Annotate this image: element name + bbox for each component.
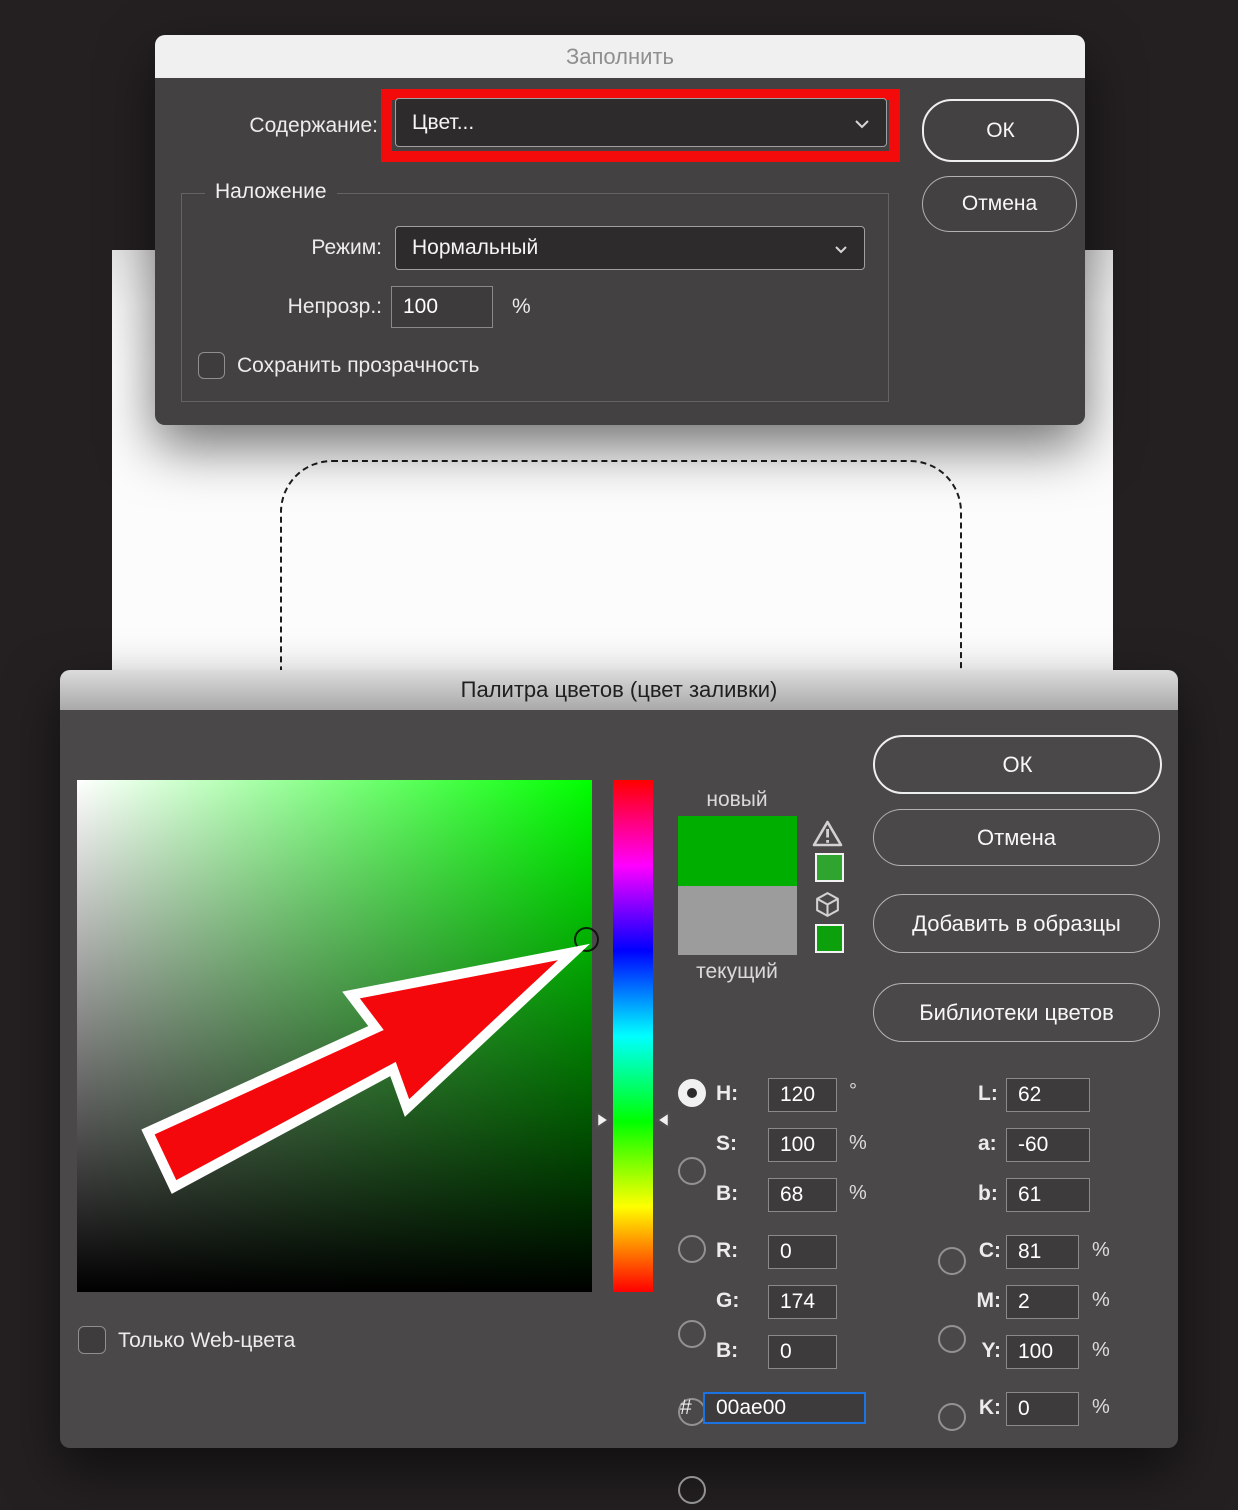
radio-lab-b[interactable] [938,1403,966,1431]
web-safe-cube-icon[interactable] [813,890,842,919]
b2-label: B: [716,1339,739,1362]
hue-slider[interactable] [613,780,653,1292]
lab-b-field[interactable]: 61 [1006,1178,1090,1212]
opacity-label: Непрозр.: [287,295,382,318]
blending-group [181,193,889,402]
color-picker-dialog: Палитра цветов (цвет заливки) новый теку… [60,670,1178,1504]
fill-dialog-title: Заполнить [155,35,1085,78]
picker-cancel-button[interactable]: Отмена [873,809,1160,866]
add-to-swatches-button[interactable]: Добавить в образцы [873,894,1160,953]
a-field[interactable]: -60 [1006,1128,1090,1162]
b2-field[interactable]: 0 [768,1335,837,1369]
g-field[interactable]: 174 [768,1285,837,1319]
b-label: B: [716,1182,739,1205]
h-field[interactable]: 120 [768,1078,837,1112]
m-field[interactable]: 2 [1006,1285,1079,1319]
mode-label: Режим: [311,236,382,259]
current-color-swatch[interactable] [678,886,797,955]
hue-handle-right-icon[interactable] [653,1108,673,1132]
hex-prefix: # [680,1396,692,1419]
ok-button[interactable]: ОК [922,99,1079,162]
new-color-label: новый [706,788,768,811]
chevron-down-icon [834,236,848,260]
web-safe-swatch[interactable] [815,924,844,953]
radio-h[interactable] [678,1079,706,1107]
hex-input[interactable]: 00ae00 [703,1392,866,1424]
new-color-swatch [678,816,797,886]
k-field[interactable]: 0 [1006,1392,1079,1426]
chevron-down-icon [854,111,870,135]
a-label: a: [978,1132,997,1155]
g-label: G: [716,1289,740,1312]
mode-dropdown[interactable]: Нормальный [395,226,865,270]
cancel-button[interactable]: Отмена [922,176,1077,232]
preserve-transparency-checkbox[interactable] [198,352,225,379]
b-unit: % [849,1182,867,1204]
color-libraries-button[interactable]: Библиотеки цветов [873,983,1160,1042]
picker-ok-button[interactable]: ОК [873,735,1162,794]
y-unit: % [1092,1339,1110,1361]
m-unit: % [1092,1289,1110,1311]
l-label: L: [978,1082,998,1105]
color-field-marker[interactable] [574,927,599,952]
contents-label: Содержание: [249,114,378,137]
radio-b2[interactable] [678,1476,706,1504]
preserve-transparency-label: Сохранить прозрачность [237,354,480,377]
s-field[interactable]: 100 [768,1128,837,1162]
color-field[interactable] [77,780,592,1292]
red-highlight-annotation [381,89,900,162]
color-picker-title: Палитра цветов (цвет заливки) [60,670,1178,710]
k-unit: % [1092,1396,1110,1418]
m-label: M: [976,1289,1002,1312]
radio-s[interactable] [678,1157,706,1185]
y-label: Y: [981,1339,1001,1362]
h-unit: ° [849,1080,857,1102]
opacity-input[interactable]: 100 [391,286,493,328]
h-label: H: [716,1082,739,1105]
gamut-warning-icon[interactable] [812,820,843,847]
c-label: C: [978,1239,1001,1262]
k-label: K: [978,1396,1001,1419]
radio-a[interactable] [938,1325,966,1353]
radio-l[interactable] [938,1247,966,1275]
s-unit: % [849,1132,867,1154]
s-label: S: [716,1132,737,1155]
l-field[interactable]: 62 [1006,1078,1090,1112]
r-label: R: [716,1239,739,1262]
gamut-safe-swatch[interactable] [815,853,844,882]
r-field[interactable]: 0 [768,1235,837,1269]
fill-dialog: Заполнить Содержание: Цвет... ОК Отмена … [155,35,1085,425]
y-field[interactable]: 100 [1006,1335,1079,1369]
mode-dropdown-value: Нормальный [412,236,539,259]
web-only-label: Только Web-цвета [118,1329,296,1352]
radio-b[interactable] [678,1235,706,1263]
contents-dropdown-value: Цвет... [412,110,475,134]
b-field[interactable]: 68 [768,1178,837,1212]
blending-group-legend: Наложение [205,180,337,204]
opacity-unit: % [512,295,531,318]
current-color-label: текущий [696,960,778,983]
c-unit: % [1092,1239,1110,1261]
c-field[interactable]: 81 [1006,1235,1079,1269]
radio-r[interactable] [678,1320,706,1348]
hue-handle-left-icon[interactable] [593,1108,613,1132]
web-only-checkbox[interactable] [78,1326,106,1354]
lab-b-label: b: [978,1182,998,1205]
contents-dropdown[interactable]: Цвет... [395,98,887,147]
